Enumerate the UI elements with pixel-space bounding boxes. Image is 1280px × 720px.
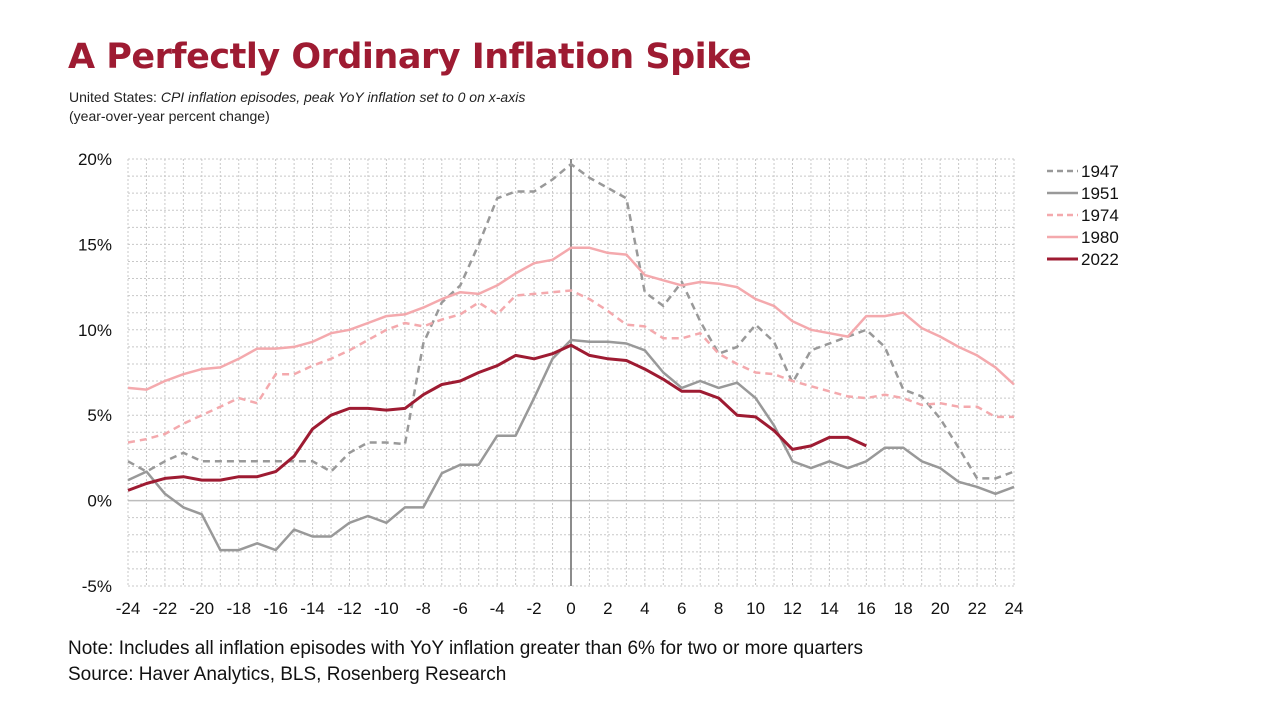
x-tick-label: -24: [116, 599, 141, 618]
x-tick-label: 4: [640, 599, 649, 618]
x-tick-label: -14: [300, 599, 325, 618]
x-tick-label: -16: [263, 599, 288, 618]
chart-subtitle: United States: CPI inflation episodes, p…: [69, 88, 525, 126]
subtitle-description: CPI inflation episodes, peak YoY inflati…: [160, 89, 526, 105]
series-line-1951: [127, 338, 1015, 552]
chart-title: A Perfectly Ordinary Inflation Spike: [68, 37, 752, 77]
legend-label-1951: 1951: [1081, 184, 1119, 203]
chart-source: Source: Haver Analytics, BLS, Rosenberg …: [68, 664, 507, 685]
y-tick-label: 5%: [87, 406, 112, 425]
x-tick-label: 6: [677, 599, 686, 618]
series-line-2022: [127, 343, 867, 492]
x-tick-label: 2: [603, 599, 612, 618]
x-tick-label: -10: [374, 599, 399, 618]
x-tick-label: -18: [226, 599, 251, 618]
legend: 1947 1951 1974 1980 2022: [1047, 162, 1119, 269]
x-tick-label: -4: [490, 599, 505, 618]
y-tick-label: 20%: [78, 150, 112, 169]
x-tick-label: 22: [968, 599, 987, 618]
y-tick-label: 15%: [78, 235, 112, 254]
x-tick-label: 8: [714, 599, 723, 618]
x-tick-label: 20: [931, 599, 950, 618]
x-tick-label: 16: [857, 599, 876, 618]
x-tick-label: -20: [190, 599, 215, 618]
legend-label-2022: 2022: [1081, 250, 1119, 269]
y-tick-label: 10%: [78, 321, 112, 340]
series-lines: [127, 162, 1015, 552]
subtitle-prefix: United States:: [69, 89, 161, 105]
legend-label-1947: 1947: [1081, 162, 1119, 181]
series-line-1974: [127, 289, 1014, 444]
series-line-1947: [127, 162, 1015, 480]
x-tick-labels: -24 -22 -20 -18 -16 -14 -12 -10 -8 -6 -4 -2 0 2 4 6 8 10 1…: [116, 599, 1024, 618]
y-tick-label: -5%: [82, 577, 112, 596]
y-tick-label: 0%: [87, 492, 112, 511]
series-line-1980: [127, 246, 1015, 391]
x-tick-label: -22: [153, 599, 178, 618]
x-tick-label: 12: [783, 599, 802, 618]
subtitle-line-1: United States: CPI inflation episodes, p…: [69, 88, 525, 107]
x-tick-label: -6: [453, 599, 468, 618]
x-tick-label: -12: [337, 599, 362, 618]
x-tick-label: 0: [566, 599, 575, 618]
x-tick-label: -8: [416, 599, 431, 618]
legend-label-1980: 1980: [1081, 228, 1119, 247]
subtitle-units: (year-over-year percent change): [69, 108, 270, 124]
y-tick-labels: -5% 0% 5% 10% 15% 20%: [78, 150, 112, 596]
x-tick-label: 14: [820, 599, 839, 618]
chart-note: Note: Includes all inflation episodes wi…: [68, 638, 863, 659]
x-tick-label: 18: [894, 599, 913, 618]
axes: [128, 159, 1014, 586]
x-tick-label: 24: [1005, 599, 1024, 618]
x-tick-label: 10: [746, 599, 765, 618]
x-tick-label: -2: [527, 599, 542, 618]
legend-label-1974: 1974: [1081, 206, 1119, 225]
